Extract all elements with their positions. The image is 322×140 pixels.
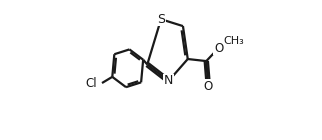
Text: N: N xyxy=(164,74,173,88)
Text: CH₃: CH₃ xyxy=(224,36,245,46)
Text: Cl: Cl xyxy=(85,77,97,90)
Text: S: S xyxy=(157,13,165,26)
Text: O: O xyxy=(204,80,213,93)
Text: O: O xyxy=(214,42,223,55)
